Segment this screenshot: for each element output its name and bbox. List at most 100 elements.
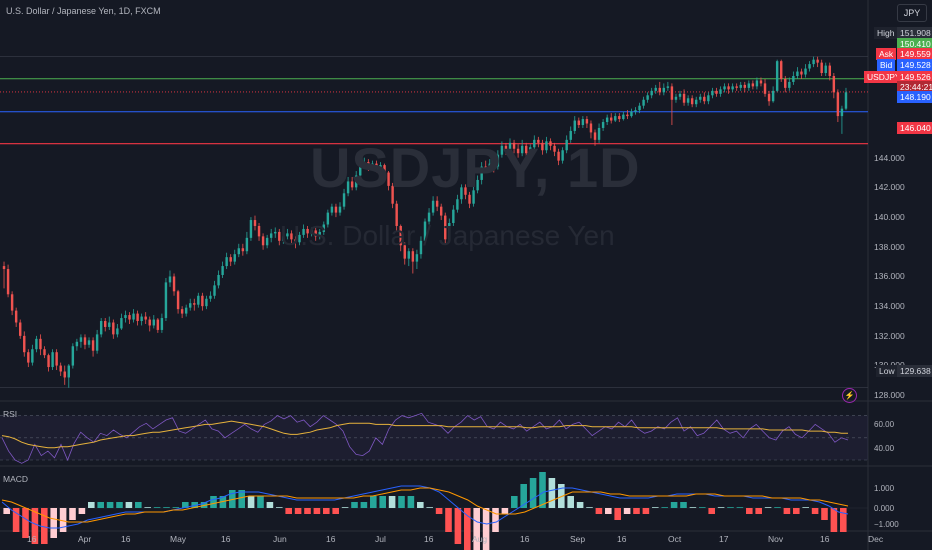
symbol-tag-name: USDJPY xyxy=(864,71,904,83)
macd-histogram-bar xyxy=(379,496,386,508)
chart-title: U.S. Dollar / Japanese Yen, 1D, FXCM xyxy=(6,6,161,16)
candle-body xyxy=(622,114,625,120)
candle-body xyxy=(581,119,585,125)
candle-body xyxy=(27,352,30,363)
macd-histogram-bar xyxy=(116,502,123,508)
macd-histogram-bar xyxy=(736,507,744,508)
candle-body xyxy=(605,117,609,123)
date-label: 16 xyxy=(121,534,131,544)
candle-body xyxy=(342,193,346,207)
candle-body xyxy=(152,319,156,326)
price-label: 142.000 xyxy=(874,182,905,192)
macd-histogram-bar xyxy=(764,507,772,508)
macd-histogram-bar xyxy=(464,508,471,550)
macd-histogram-bar xyxy=(511,496,518,508)
date-label: Aug xyxy=(472,534,488,544)
candle-body xyxy=(160,318,164,330)
candle-body xyxy=(176,291,180,310)
candle-body xyxy=(403,245,406,259)
macd-histogram-bar xyxy=(717,507,725,508)
candle-body xyxy=(630,111,633,117)
price-tag-150410: 150.410 xyxy=(897,38,932,50)
candle-body xyxy=(148,319,151,326)
candle-body xyxy=(274,231,277,234)
candle-body xyxy=(662,87,666,93)
candle-body xyxy=(763,83,767,94)
candle-body xyxy=(589,123,593,133)
macd-histogram-bar xyxy=(802,507,809,508)
candle-body xyxy=(395,203,398,226)
macd-histogram-bar xyxy=(454,508,462,544)
macd-label: MACD xyxy=(3,474,29,484)
currency-button[interactable]: JPY xyxy=(897,4,927,22)
macd-histogram-bar xyxy=(229,490,236,508)
signal-line xyxy=(1,487,849,523)
candle-body xyxy=(31,349,34,363)
macd-histogram-bar xyxy=(614,508,621,520)
candle-body xyxy=(512,142,516,149)
candle-body xyxy=(699,96,702,100)
candle-body xyxy=(338,206,342,213)
macd-histogram-bar xyxy=(31,508,39,544)
candle-body xyxy=(221,266,224,275)
macd-histogram-bar xyxy=(830,508,838,532)
candle-body xyxy=(19,322,22,336)
date-label: 16 xyxy=(424,534,434,544)
macd-histogram-bar xyxy=(323,508,330,514)
candle-body xyxy=(771,90,775,102)
candle-body xyxy=(205,298,208,307)
candle-body xyxy=(116,328,119,335)
candle-body xyxy=(350,181,354,188)
candle-body xyxy=(87,340,91,345)
candle-body xyxy=(83,337,87,345)
candle-body xyxy=(468,194,471,204)
candle-body xyxy=(492,163,496,167)
macd-histogram-bar xyxy=(210,496,217,508)
date-label: Dec xyxy=(868,534,884,544)
candle-body xyxy=(132,313,135,320)
candle-body xyxy=(609,117,613,121)
macd-histogram-bar xyxy=(670,502,678,508)
candle-body xyxy=(820,62,823,74)
date-label: 16 xyxy=(820,534,830,544)
candle-body xyxy=(383,165,386,173)
candle-body xyxy=(367,162,370,167)
candle-body xyxy=(585,119,589,124)
rsi-ma-line xyxy=(1,420,848,449)
rsi-line xyxy=(1,412,849,464)
macd-histogram-bar xyxy=(727,507,734,508)
candle-body xyxy=(387,172,390,186)
candle-body xyxy=(545,141,548,151)
candle-body xyxy=(496,154,500,167)
candle-body xyxy=(63,371,66,378)
candle-body xyxy=(735,86,738,88)
price-label: 132.000 xyxy=(874,331,905,341)
candle-body xyxy=(55,352,58,366)
candle-body xyxy=(156,319,160,330)
candle-body xyxy=(674,96,678,100)
macd-histogram-bar xyxy=(708,508,715,514)
candle-body xyxy=(298,234,301,243)
candle-body xyxy=(47,355,50,368)
low-tag-value: 129.638 xyxy=(897,365,932,377)
macd-histogram-bar xyxy=(539,472,546,508)
macd-histogram-bar xyxy=(680,502,687,508)
macd-histogram-bar xyxy=(22,508,29,538)
candle-body xyxy=(703,96,706,102)
candle-body xyxy=(690,98,694,105)
price-label: 128.000 xyxy=(874,390,905,400)
macd-histogram-bar xyxy=(652,507,659,508)
candle-body xyxy=(379,165,382,169)
candle-body xyxy=(472,190,475,204)
candle-body xyxy=(189,303,192,308)
candle-body xyxy=(91,340,95,351)
candle-body xyxy=(427,212,431,222)
candle-body xyxy=(423,221,427,241)
candle-body xyxy=(784,78,787,88)
flash-icon[interactable]: ⚡ xyxy=(842,388,857,403)
date-label: May xyxy=(170,534,187,544)
candle-body xyxy=(638,105,641,111)
candle-body xyxy=(112,322,115,335)
bid-tag-value: 149.528 xyxy=(897,59,932,71)
